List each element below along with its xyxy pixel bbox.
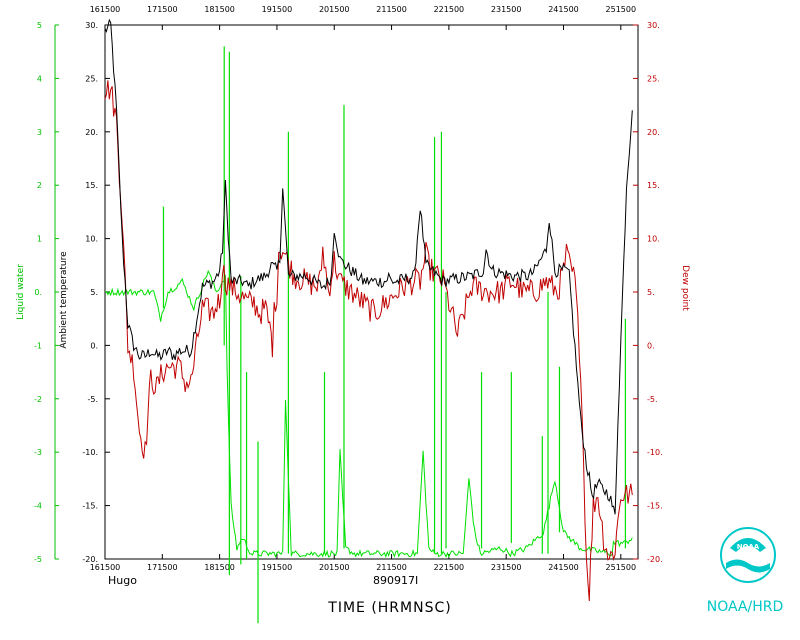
temp-tick-label: 25. <box>85 74 98 83</box>
storm-name: Hugo <box>108 574 137 587</box>
x-bottom-tick-label: 191500 <box>262 563 293 572</box>
dew-tick-label: 10. <box>647 235 660 244</box>
temp-tick-label: -20. <box>82 555 98 564</box>
plot-frame <box>104 24 639 560</box>
flight-date-code: 890917I <box>373 574 418 587</box>
noaa-emblem-ring <box>720 527 776 583</box>
liquid-water-axis: -5 -4 -3 -2 -1 0. 1 2 3 4 5 <box>34 21 59 564</box>
dew-tick-label: 20. <box>647 128 660 137</box>
noaa-logo: NOAA NOAA/HRD <box>707 527 784 615</box>
dew-tick-label: -5. <box>647 395 658 404</box>
x-bottom-tick-label: 241500 <box>548 563 579 572</box>
x-axis-bottom: 161500 171500 181500 191500 201500 211500 2215… <box>90 554 636 572</box>
liquid-tick-label: 4 <box>37 74 42 83</box>
temp-tick-label: 0. <box>90 341 98 350</box>
series-liquid-water <box>104 46 633 624</box>
dew-tick-label: 5. <box>647 288 655 297</box>
x-top-tick-label: 191500 <box>262 5 293 14</box>
x-bottom-tick-label: 181500 <box>204 563 235 572</box>
noaa-emblem-text: NOAA <box>737 543 760 551</box>
temp-tick-label: 20. <box>85 128 98 137</box>
dew-tick-label: -15. <box>647 502 663 511</box>
liquid-tick-label: -2 <box>34 395 42 404</box>
liquid-tick-label: 3 <box>37 128 42 137</box>
dew-tick-label: 0. <box>647 341 655 350</box>
liquid-tick-label: -1 <box>34 341 42 350</box>
x-top-tick-label: 251500 <box>606 5 637 14</box>
x-bottom-tick-label: 231500 <box>491 563 522 572</box>
liquid-tick-label: 2 <box>37 181 42 190</box>
temp-tick-label: 15. <box>85 181 98 190</box>
temp-tick-label: -15. <box>82 502 98 511</box>
noaa-hrd-text: NOAA/HRD <box>707 599 784 615</box>
liquid-tick-label: -5 <box>34 555 42 564</box>
series-dew-point <box>104 80 633 602</box>
liquid-tick-label: -4 <box>34 502 42 511</box>
ambient-temperature-label: Ambient temperature <box>59 251 69 349</box>
dew-tick-label: -10. <box>647 448 663 457</box>
series-line-liquid-water <box>104 269 633 559</box>
series-temperature <box>104 18 633 515</box>
x-bottom-tick-label: 161500 <box>90 563 121 572</box>
series-line-dew-point <box>104 80 633 602</box>
noaa-emblem-wave-icon <box>726 559 770 573</box>
dew-tick-label: 25. <box>647 74 660 83</box>
x-axis-top: 161500 171500 181500 191500 201500 211500 2215… <box>90 5 636 30</box>
temp-tick-label: 30. <box>85 21 98 30</box>
series-line-temperature <box>104 18 633 515</box>
x-axis-label: TIME (HRMNSC) <box>327 600 451 616</box>
x-top-tick-label: 171500 <box>147 5 178 14</box>
dew-point-axis: -20. -15. -10. -5. 0. 5. 10. 15. 20. 25. 30. <box>633 21 663 564</box>
x-bottom-tick-label: 251500 <box>606 563 637 572</box>
x-top-tick-label: 231500 <box>491 5 522 14</box>
x-bottom-tick-label: 201500 <box>319 563 350 572</box>
x-top-tick-label: 181500 <box>204 5 235 14</box>
liquid-tick-label: 1 <box>37 235 42 244</box>
x-bottom-tick-label: 211500 <box>376 563 407 572</box>
dew-tick-label: 15. <box>647 181 660 190</box>
temp-tick-label: -10. <box>82 448 98 457</box>
x-top-tick-label: 241500 <box>548 5 579 14</box>
temp-tick-label: -5. <box>87 395 98 404</box>
x-top-tick-label: 201500 <box>319 5 350 14</box>
x-bottom-tick-label: 221500 <box>434 563 465 572</box>
x-bottom-tick-label: 171500 <box>147 563 178 572</box>
temp-tick-label: 5. <box>90 288 98 297</box>
plot-area <box>104 18 633 624</box>
dew-point-label: Dew point <box>680 265 690 311</box>
liquid-tick-label: -3 <box>34 448 42 457</box>
noaa-emblem-bird-icon <box>730 538 766 552</box>
x-top-tick-label: 211500 <box>376 5 407 14</box>
dew-tick-label: -20. <box>647 555 663 564</box>
liquid-tick-label: 5 <box>37 21 42 30</box>
temperature-axis: -20. -15. -10. -5. 0. 5. 10. 15. 20. 25. 30. <box>82 21 110 564</box>
liquid-tick-label: 0. <box>34 288 42 297</box>
x-top-tick-label: 221500 <box>434 5 465 14</box>
x-top-tick-label: 161500 <box>90 5 121 14</box>
temp-tick-label: 10. <box>85 235 98 244</box>
dew-tick-label: 30. <box>647 21 660 30</box>
liquid-water-label: Liquid water <box>16 264 26 320</box>
